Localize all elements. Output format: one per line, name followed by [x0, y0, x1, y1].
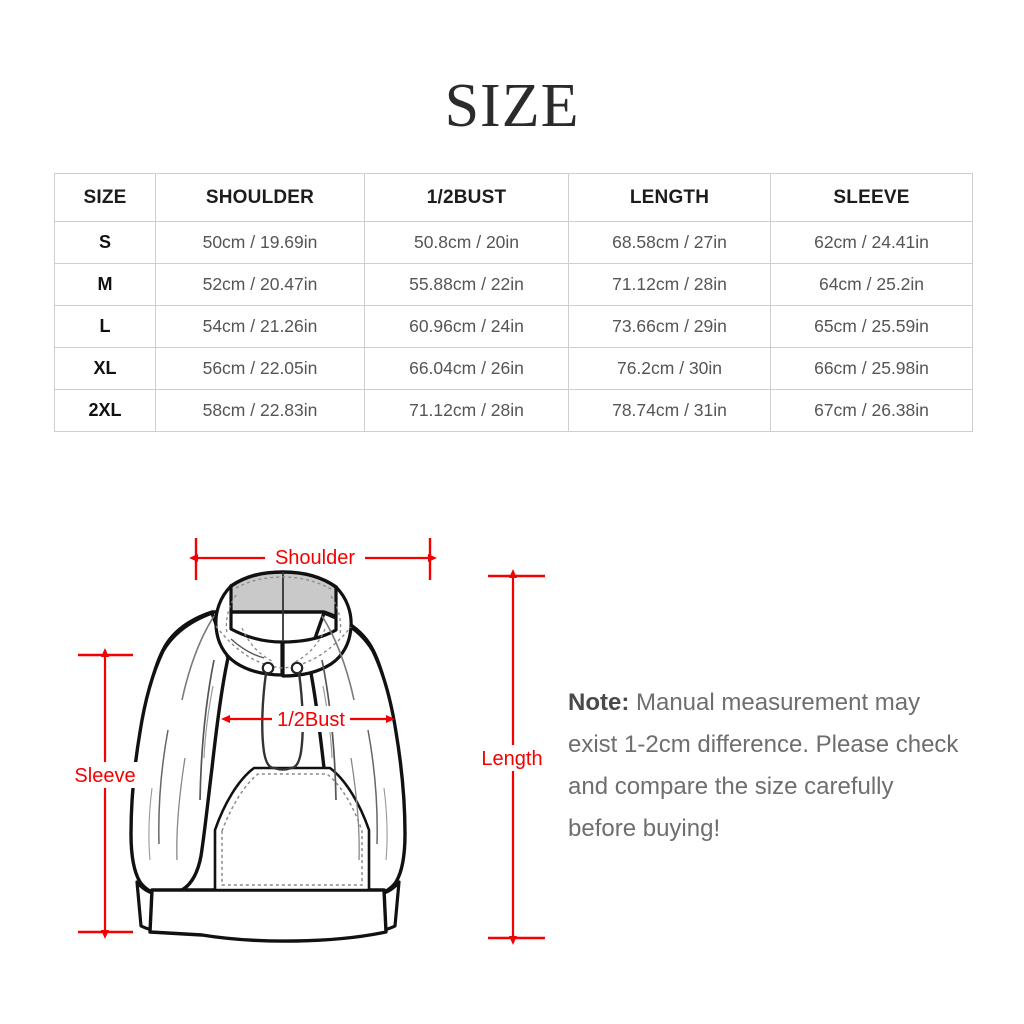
cell-sleeve: 64cm / 25.2in — [770, 263, 973, 306]
table-row: 2XL 58cm / 22.83in 71.12cm / 28in 78.74c… — [54, 389, 973, 432]
sleeve-fold-right-c — [383, 787, 388, 861]
side-seam-left — [199, 659, 215, 801]
sleeve-measurement: Sleeve — [68, 648, 142, 939]
cell-bust: 71.12cm / 28in — [364, 389, 569, 432]
cell-shoulder: 58cm / 22.83in — [155, 389, 365, 432]
cell-length: 76.2cm / 30in — [568, 347, 771, 390]
drawstring-right — [289, 671, 304, 770]
column-header-bust: 1/2BUST — [364, 173, 569, 222]
sleeve-fold-left-b — [176, 757, 186, 861]
column-header-length: LENGTH — [568, 173, 771, 222]
cell-size: XL — [54, 347, 156, 390]
column-header-sleeve: SLEEVE — [770, 173, 973, 222]
cell-shoulder: 54cm / 21.26in — [155, 305, 365, 348]
cell-shoulder: 50cm / 19.69in — [155, 221, 365, 264]
table-row: L 54cm / 21.26in 60.96cm / 24in 73.66cm … — [54, 305, 973, 348]
cell-size: 2XL — [54, 389, 156, 432]
cell-bust: 66.04cm / 26in — [364, 347, 569, 390]
size-table: SIZE SHOULDER 1/2BUST LENGTH SLEEVE S 50… — [54, 173, 973, 432]
cell-bust: 55.88cm / 22in — [364, 263, 569, 306]
table-row: S 50cm / 19.69in 50.8cm / 20in 68.58cm /… — [54, 221, 973, 264]
table-header-row: SIZE SHOULDER 1/2BUST LENGTH SLEEVE — [54, 173, 973, 222]
page-title: SIZE — [444, 72, 580, 140]
cell-shoulder: 52cm / 20.47in — [155, 263, 365, 306]
cell-size: M — [54, 263, 156, 306]
cell-length: 73.66cm / 29in — [568, 305, 771, 348]
bust-measurement: 1/2Bust — [221, 706, 395, 732]
bust-label: 1/2Bust — [277, 709, 345, 731]
drawstring-left — [261, 671, 276, 770]
eyelet-left — [261, 661, 275, 675]
garment-diagram: Shoulder 1/2Bust Length — [0, 500, 560, 980]
chest-crease — [230, 638, 265, 659]
kangaroo-pocket — [213, 766, 371, 892]
table-row: XL 56cm / 22.05in 66.04cm / 26in 76.2cm … — [54, 347, 973, 390]
note-body: Manual measurement may exist 1-2cm diffe… — [568, 689, 959, 842]
sleeve-fold-right-b — [350, 757, 360, 861]
eyelet-right — [290, 661, 304, 675]
column-header-shoulder: SHOULDER — [155, 173, 365, 222]
cell-sleeve: 65cm / 25.59in — [770, 305, 973, 348]
drawstring-loop — [272, 766, 293, 771]
sleeve-fold-left-c — [148, 787, 153, 861]
shoulder-label: Shoulder — [275, 547, 355, 569]
cell-sleeve: 67cm / 26.38in — [770, 389, 973, 432]
cell-length: 71.12cm / 28in — [568, 263, 771, 306]
cell-length: 68.58cm / 27in — [568, 221, 771, 264]
cell-sleeve: 62cm / 24.41in — [770, 221, 973, 264]
hood-left — [214, 584, 284, 677]
column-header-size: SIZE — [54, 173, 156, 222]
shoulder-measurement: Shoulder — [189, 538, 437, 580]
note-text: Note: Manual measurement may exist 1-2cm… — [568, 682, 968, 850]
raglan-seam-left — [181, 615, 215, 701]
length-label: Length — [481, 748, 542, 770]
left-sleeve — [129, 611, 230, 897]
cell-size: S — [54, 221, 156, 264]
hem-band — [148, 888, 388, 943]
raglan-seam-right — [321, 615, 355, 701]
sleeve-label: Sleeve — [74, 765, 135, 787]
body-drape-left — [203, 685, 214, 759]
sleeve-fold-right-a — [367, 729, 378, 845]
cell-bust: 60.96cm / 24in — [364, 305, 569, 348]
cell-length: 78.74cm / 31in — [568, 389, 771, 432]
hood-lining-stitch — [235, 576, 332, 590]
hood-fold-left — [225, 594, 237, 635]
sleeve-fold-left-a — [158, 729, 169, 845]
hood-right — [281, 585, 353, 678]
cell-bust: 50.8cm / 20in — [364, 221, 569, 264]
length-measurement: Length — [476, 569, 548, 945]
table-row: M 52cm / 20.47in 55.88cm / 22in 71.12cm … — [54, 263, 973, 306]
cell-shoulder: 56cm / 22.05in — [155, 347, 365, 390]
hood-fold-right — [330, 595, 342, 636]
hoodie-illustration — [129, 570, 407, 943]
cell-size: L — [54, 305, 156, 348]
note-label: Note: — [568, 689, 630, 716]
cell-sleeve: 66cm / 25.98in — [770, 347, 973, 390]
